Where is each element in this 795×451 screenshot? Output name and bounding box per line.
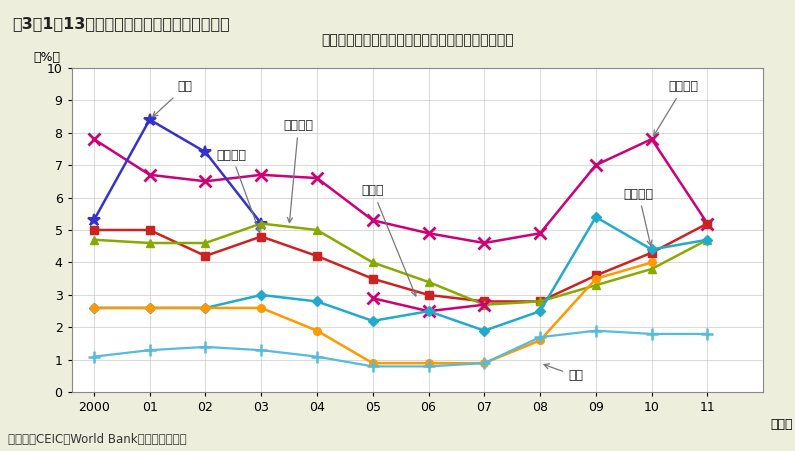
Text: 英国: 英国: [544, 364, 583, 382]
Text: 日本: 日本: [153, 80, 192, 117]
Text: ユーロ圏: ユーロ圏: [653, 80, 698, 135]
Text: イタリア: イタリア: [216, 148, 261, 233]
Text: 第3－1－13図　主要国の不良債権比率の推移: 第3－1－13図 主要国の不良債権比率の推移: [12, 16, 230, 31]
Text: （年）: （年）: [770, 419, 793, 431]
Text: フランス: フランス: [284, 120, 313, 223]
Text: （備考）CEIC（World Bank）により作成。: （備考）CEIC（World Bank）により作成。: [8, 433, 187, 446]
Text: （%）: （%）: [33, 51, 60, 64]
Text: ドイツ: ドイツ: [362, 184, 417, 296]
Text: アメリカ: アメリカ: [624, 188, 653, 245]
Text: リーマンショックを機に、不良債権比率は上昇傾向: リーマンショックを機に、不良債権比率は上昇傾向: [321, 33, 514, 47]
